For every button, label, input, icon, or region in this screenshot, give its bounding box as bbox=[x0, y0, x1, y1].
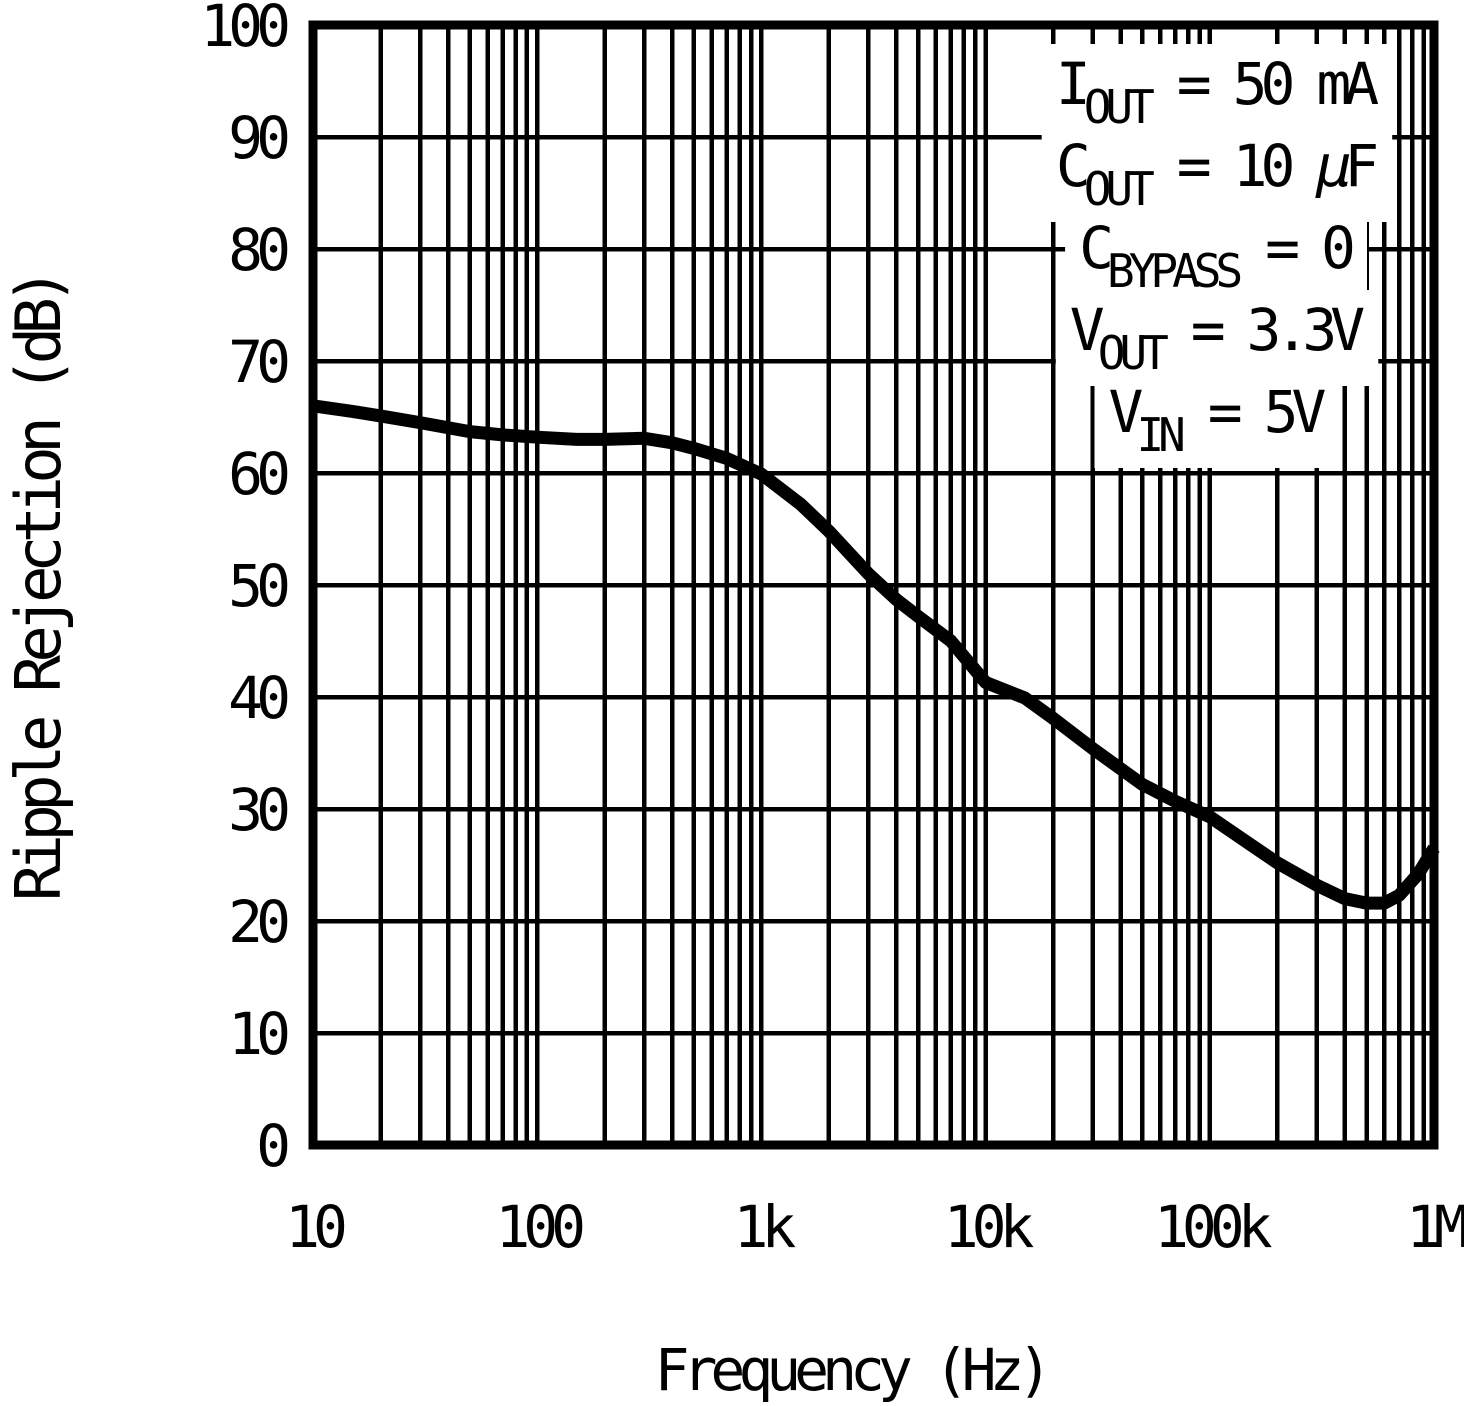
grid-lines bbox=[313, 25, 1434, 1145]
condition-text: = 10 bbox=[1149, 132, 1317, 200]
ripple-rejection-curve bbox=[312, 399, 1440, 910]
condition-text: = 5V bbox=[1180, 378, 1326, 446]
x-tick-label-10: 10 bbox=[285, 1193, 345, 1261]
condition-text: C bbox=[1056, 132, 1087, 200]
y-tick-label-100: 100 bbox=[200, 0, 288, 60]
y-tick-label-70: 70 bbox=[228, 328, 288, 396]
condition-line-bg-3 bbox=[1055, 290, 1379, 386]
x-tick-label-1M: 1M bbox=[1406, 1193, 1464, 1261]
condition-subscript: OUT bbox=[1084, 162, 1154, 216]
x-tick-label-10k: 10k bbox=[944, 1193, 1035, 1261]
condition-text: C bbox=[1079, 214, 1110, 282]
y-tick-label-90: 90 bbox=[228, 104, 288, 172]
condition-line-2: CBYPASS = 0 bbox=[1079, 214, 1353, 298]
condition-line-bg-2 bbox=[1065, 208, 1367, 304]
y-tick-label-0: 0 bbox=[256, 1112, 288, 1180]
condition-subscript: OUT bbox=[1098, 326, 1168, 380]
condition-text: = 3.3V bbox=[1163, 296, 1365, 364]
y-tick-label-80: 80 bbox=[228, 216, 288, 284]
y-tick-label-40: 40 bbox=[228, 664, 288, 732]
condition-subscript: IN bbox=[1136, 408, 1183, 462]
x-axis-title: Frequency (Hz) bbox=[655, 1336, 1046, 1404]
condition-line-bg-1 bbox=[1041, 126, 1391, 222]
condition-line-0: IOUT = 50 mA bbox=[1056, 50, 1378, 134]
condition-line-bg-4 bbox=[1094, 372, 1340, 468]
y-tick-label-60: 60 bbox=[228, 440, 288, 508]
x-tick-label-100k: 100k bbox=[1154, 1193, 1273, 1261]
condition-text: F bbox=[1344, 132, 1376, 200]
y-tick-label-20: 20 bbox=[228, 888, 288, 956]
y-tick-label-50: 50 bbox=[228, 552, 288, 620]
condition-text: = 50 mA bbox=[1149, 50, 1378, 118]
condition-subscript: BYPASS bbox=[1107, 244, 1240, 298]
y-tick-label-30: 30 bbox=[228, 776, 288, 844]
x-tick-label-100: 100 bbox=[495, 1193, 583, 1261]
x-tick-label-1k: 1k bbox=[733, 1193, 796, 1261]
condition-line-1: COUT = 10 μF bbox=[1056, 132, 1376, 216]
y-tick-label-10: 10 bbox=[228, 1000, 288, 1068]
condition-line-3: VOUT = 3.3V bbox=[1070, 296, 1365, 380]
condition-line-bg-0 bbox=[1041, 44, 1393, 140]
condition-subscript: OUT bbox=[1084, 80, 1154, 134]
condition-text: I bbox=[1056, 50, 1086, 118]
y-axis-title: Ripple Rejection (dB) bbox=[2, 275, 75, 901]
plot-frame bbox=[308, 20, 1439, 1150]
condition-text: = 0 bbox=[1237, 214, 1353, 282]
